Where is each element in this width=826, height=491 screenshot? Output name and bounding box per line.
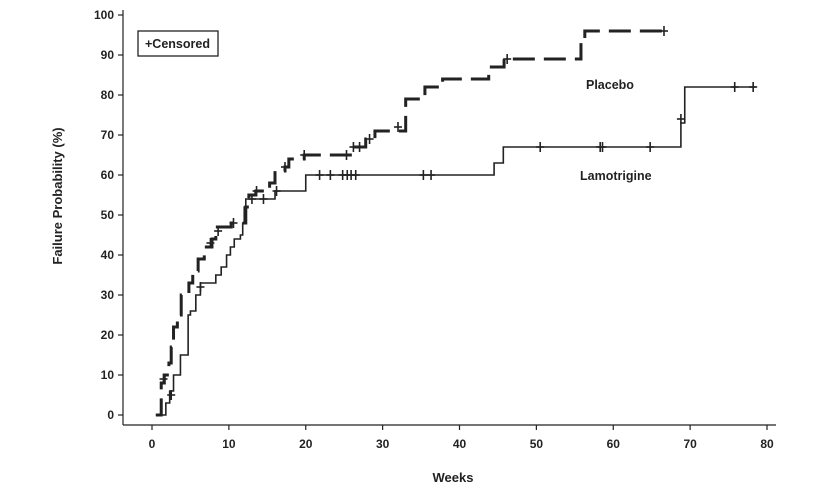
y-tick-label: 50	[101, 208, 115, 222]
x-tick-label: 20	[299, 437, 313, 451]
censor-mark-placebo	[229, 218, 238, 228]
censor-mark-lamotrigine	[676, 114, 685, 124]
censor-mark-lamotrigine	[646, 142, 655, 152]
series-line-placebo	[155, 29, 670, 417]
censor-mark-placebo	[252, 186, 261, 196]
x-tick-label: 60	[607, 437, 621, 451]
censor-mark-lamotrigine	[351, 170, 360, 180]
legend-frame	[137, 30, 219, 57]
x-tick-label: 10	[222, 437, 236, 451]
x-tick-label: 0	[149, 437, 156, 451]
censor-mark-lamotrigine	[259, 194, 268, 204]
censor-mark-lamotrigine	[315, 170, 324, 180]
censor-mark-lamotrigine	[326, 170, 335, 180]
x-tick-label: 80	[760, 437, 774, 451]
censor-mark-lamotrigine	[196, 282, 205, 292]
censor-markers	[159, 26, 758, 400]
x-tick-label: 50	[530, 437, 544, 451]
x-axis-title: Weeks	[433, 470, 474, 485]
x-tick-label: 40	[453, 437, 467, 451]
series-label-placebo: Placebo	[586, 78, 634, 92]
censor-mark-placebo	[206, 238, 215, 248]
y-tick-label: 100	[94, 8, 114, 22]
y-tick-label: 40	[101, 248, 115, 262]
y-tick-label: 10	[101, 368, 115, 382]
censor-mark-lamotrigine	[536, 142, 545, 152]
censor-mark-lamotrigine	[730, 82, 739, 92]
censor-mark-placebo	[503, 54, 512, 64]
censor-mark-lamotrigine	[167, 390, 176, 400]
censor-mark-lamotrigine	[598, 142, 607, 152]
y-tick-label: 20	[101, 328, 115, 342]
series-line-lamotrigine	[155, 86, 756, 416]
censor-mark-placebo	[355, 142, 364, 152]
series-label-lamotrigine: Lamotrigine	[580, 169, 652, 183]
x-tick-label: 30	[376, 437, 390, 451]
censor-mark-placebo	[394, 122, 402, 132]
censor-mark-placebo	[659, 26, 668, 36]
x-tick-label: 70	[683, 437, 697, 451]
censor-mark-lamotrigine	[272, 186, 281, 196]
y-axis-title: Failure Probability (%)	[50, 127, 65, 264]
censor-mark-lamotrigine	[247, 194, 256, 204]
censor-mark-placebo	[280, 162, 289, 172]
censor-mark-placebo	[342, 150, 351, 160]
y-tick-label: 80	[101, 88, 115, 102]
censor-mark-lamotrigine	[749, 82, 758, 92]
y-tick-label: 90	[101, 48, 115, 62]
legend-censored-text: +Censored	[145, 37, 210, 51]
y-tick-label: 70	[101, 128, 115, 142]
y-tick-label: 0	[107, 408, 114, 422]
censor-mark-placebo	[365, 134, 374, 144]
censor-mark-placebo	[300, 150, 309, 160]
censor-mark-lamotrigine	[427, 170, 436, 180]
legend-box: +Censored	[137, 30, 219, 57]
series-layer	[155, 29, 756, 417]
y-tick-label: 30	[101, 288, 115, 302]
axes: 0 10 20 30 40 50 60 70 80 90 100 0 10 20 30 40 50 60 70 80	[94, 8, 776, 451]
censor-mark-placebo	[214, 226, 223, 236]
censor-mark-lamotrigine	[419, 170, 428, 180]
censor-mark-placebo	[159, 374, 168, 384]
y-tick-label: 60	[101, 168, 115, 182]
